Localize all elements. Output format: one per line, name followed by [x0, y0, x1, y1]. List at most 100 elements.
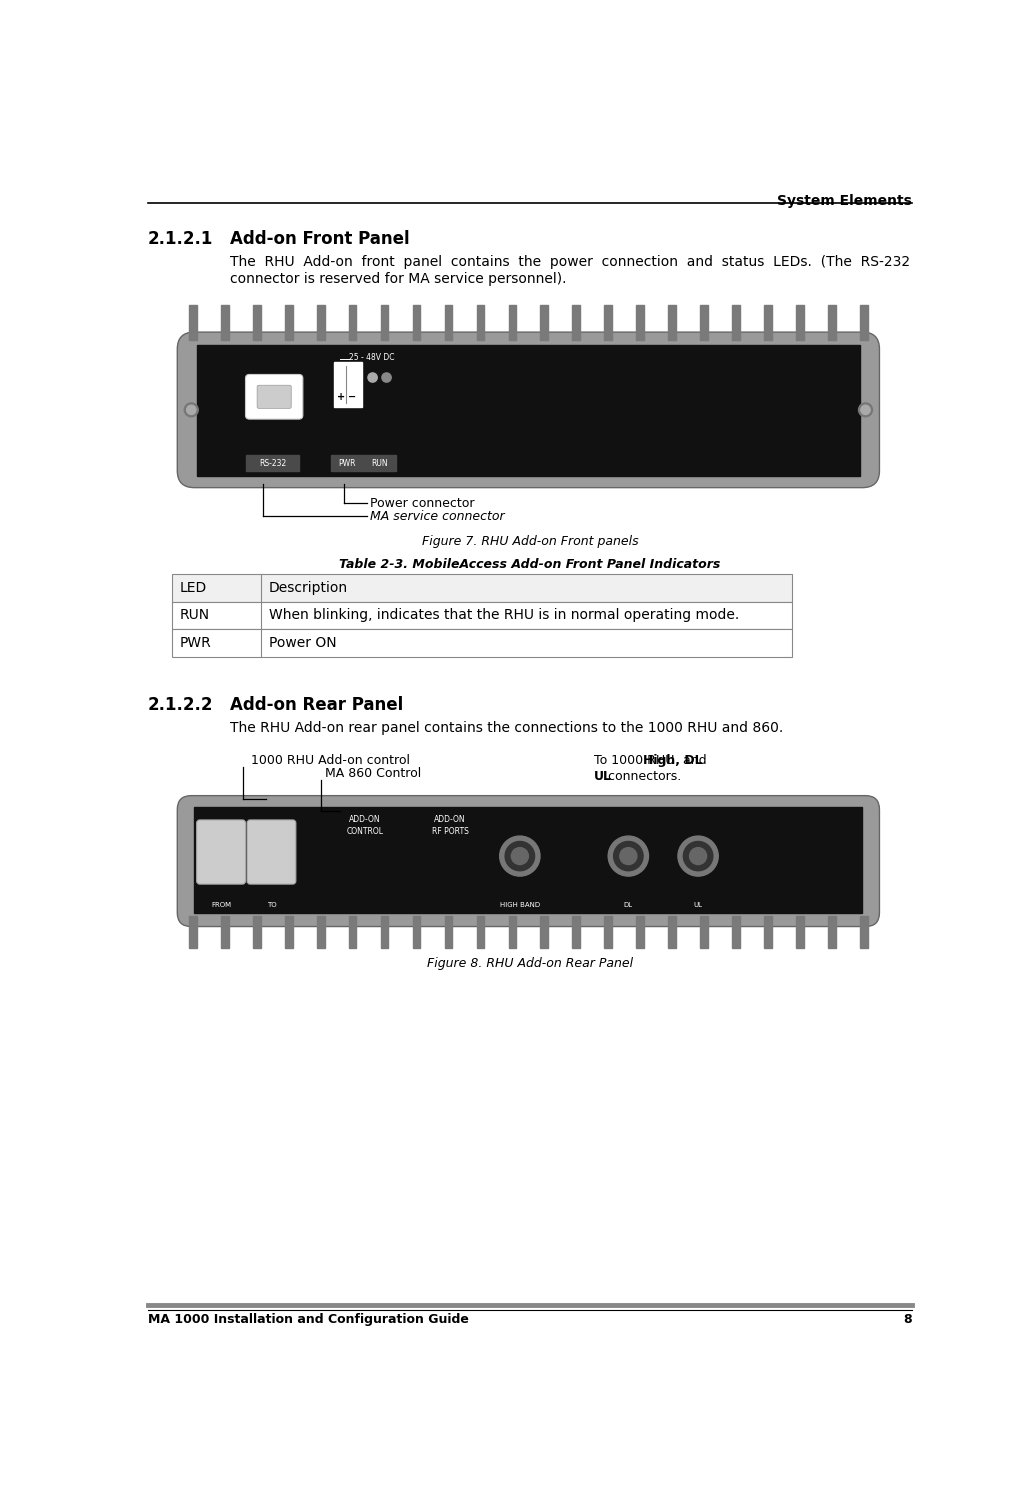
Bar — [316, 305, 325, 340]
Circle shape — [608, 835, 648, 876]
Circle shape — [506, 841, 535, 871]
Text: connector is reserved for MA service personnel).: connector is reserved for MA service per… — [230, 272, 567, 286]
Text: 2.1.2.2: 2.1.2.2 — [148, 696, 213, 714]
Bar — [172, 602, 792, 629]
Text: RUN: RUN — [371, 458, 388, 467]
Circle shape — [861, 406, 871, 415]
Bar — [860, 916, 868, 948]
Bar — [172, 573, 792, 602]
Text: 8: 8 — [904, 1313, 912, 1326]
Text: The  RHU  Add-on  front  panel  contains  the  power  connection  and  status  L: The RHU Add-on front panel contains the … — [230, 254, 910, 269]
Bar — [221, 305, 229, 340]
Text: HIGH BAND: HIGH BAND — [499, 903, 540, 909]
Bar — [860, 305, 868, 340]
Circle shape — [613, 841, 643, 871]
Bar — [284, 916, 293, 948]
Text: MA 860 Control: MA 860 Control — [325, 768, 421, 780]
Bar — [668, 916, 676, 948]
Bar — [445, 916, 452, 948]
Text: ADD-ON
RF PORTS: ADD-ON RF PORTS — [431, 814, 468, 835]
Circle shape — [368, 373, 377, 382]
Bar — [284, 305, 293, 340]
Text: PWR: PWR — [338, 458, 356, 467]
Bar — [348, 916, 357, 948]
Bar — [828, 305, 835, 340]
Text: 25 - 48V DC: 25 - 48V DC — [349, 353, 395, 362]
Circle shape — [683, 841, 712, 871]
Bar — [381, 916, 389, 948]
Bar — [573, 305, 580, 340]
Text: Add-on Front Panel: Add-on Front Panel — [230, 229, 409, 247]
Bar — [700, 916, 708, 948]
Bar — [445, 305, 452, 340]
Text: Add-on Rear Panel: Add-on Rear Panel — [230, 696, 403, 714]
Circle shape — [678, 835, 719, 876]
Circle shape — [690, 847, 706, 865]
Text: −: − — [347, 392, 356, 401]
Circle shape — [382, 373, 391, 382]
Bar — [700, 305, 708, 340]
Circle shape — [619, 847, 637, 865]
Bar — [331, 455, 363, 472]
FancyBboxPatch shape — [245, 374, 303, 419]
Bar — [732, 305, 740, 340]
Bar — [253, 305, 261, 340]
Bar — [334, 362, 362, 407]
Text: UL: UL — [694, 903, 702, 909]
Bar — [541, 305, 548, 340]
Circle shape — [499, 835, 540, 876]
Text: Description: Description — [269, 581, 347, 594]
Bar — [194, 807, 862, 913]
Bar — [172, 629, 792, 657]
Bar — [828, 916, 835, 948]
Bar — [189, 916, 196, 948]
Text: UL: UL — [595, 769, 612, 783]
FancyBboxPatch shape — [196, 820, 245, 885]
Bar — [605, 305, 612, 340]
Bar — [796, 916, 803, 948]
Text: The RHU Add-on rear panel contains the connections to the 1000 RHU and 860.: The RHU Add-on rear panel contains the c… — [230, 722, 783, 735]
Bar — [253, 916, 261, 948]
FancyBboxPatch shape — [177, 332, 880, 488]
Text: High, DL: High, DL — [642, 754, 702, 766]
Text: LED: LED — [180, 581, 207, 594]
Text: ADD-ON
CONTROL: ADD-ON CONTROL — [346, 814, 384, 835]
Text: RUN: RUN — [180, 608, 210, 623]
Text: DL: DL — [624, 903, 633, 909]
Bar — [605, 916, 612, 948]
Text: System Elements: System Elements — [778, 193, 912, 208]
Bar — [381, 305, 389, 340]
Circle shape — [186, 406, 195, 415]
Text: FROM: FROM — [211, 903, 232, 909]
Bar — [732, 916, 740, 948]
Text: 1000 RHU Add-on control: 1000 RHU Add-on control — [251, 754, 409, 766]
Text: +: + — [337, 392, 345, 401]
Circle shape — [858, 403, 873, 416]
Bar — [668, 305, 676, 340]
Text: To 1000 RHU: To 1000 RHU — [595, 754, 678, 766]
Bar — [221, 916, 229, 948]
Text: Figure 7. RHU Add-on Front panels: Figure 7. RHU Add-on Front panels — [422, 536, 638, 548]
Text: 2.1.2.1: 2.1.2.1 — [148, 229, 213, 247]
FancyBboxPatch shape — [177, 795, 880, 927]
Bar — [316, 916, 325, 948]
FancyBboxPatch shape — [257, 385, 292, 409]
Bar — [413, 305, 421, 340]
Bar — [477, 916, 484, 948]
Text: Figure 8. RHU Add-on Rear Panel: Figure 8. RHU Add-on Rear Panel — [427, 958, 633, 970]
Text: PWR: PWR — [180, 636, 211, 650]
Text: connectors.: connectors. — [604, 769, 681, 783]
Bar — [764, 305, 772, 340]
FancyBboxPatch shape — [247, 820, 296, 885]
Bar — [189, 305, 196, 340]
Bar — [636, 305, 644, 340]
Text: When blinking, indicates that the RHU is in normal operating mode.: When blinking, indicates that the RHU is… — [269, 608, 739, 623]
Bar — [363, 455, 396, 472]
Bar — [246, 455, 299, 472]
Bar — [796, 305, 803, 340]
Circle shape — [512, 847, 528, 865]
Text: MA 1000 Installation and Configuration Guide: MA 1000 Installation and Configuration G… — [148, 1313, 468, 1326]
Bar — [573, 916, 580, 948]
Circle shape — [184, 403, 199, 416]
Text: and: and — [678, 754, 706, 766]
